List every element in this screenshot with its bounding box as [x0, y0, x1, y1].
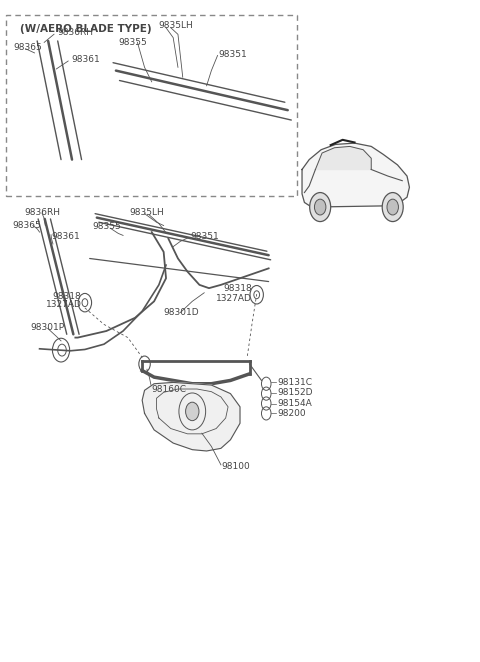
Text: 98351: 98351	[218, 50, 247, 59]
Text: (W/AERO BLADE TYPE): (W/AERO BLADE TYPE)	[21, 24, 152, 34]
FancyBboxPatch shape	[6, 15, 297, 196]
Text: 98318: 98318	[53, 291, 82, 301]
Text: 98365: 98365	[12, 221, 41, 230]
Text: 98355: 98355	[92, 222, 121, 231]
Circle shape	[186, 402, 199, 420]
Text: 98365: 98365	[13, 43, 42, 52]
Text: 98318: 98318	[223, 283, 252, 293]
Polygon shape	[302, 143, 409, 207]
Text: 98355: 98355	[118, 38, 147, 47]
Text: 98152D: 98152D	[277, 389, 313, 397]
Polygon shape	[142, 383, 240, 451]
Circle shape	[387, 199, 398, 215]
Text: 1327AD: 1327AD	[216, 293, 252, 303]
Circle shape	[310, 193, 331, 222]
Text: 98100: 98100	[221, 461, 250, 471]
Text: 98160C: 98160C	[152, 385, 187, 393]
Text: 9835LH: 9835LH	[159, 21, 193, 30]
Text: 98361: 98361	[51, 232, 80, 240]
Polygon shape	[315, 146, 371, 169]
Text: 9836RH: 9836RH	[24, 208, 60, 217]
Text: 98301D: 98301D	[164, 308, 199, 317]
Circle shape	[314, 199, 326, 215]
Text: 98131C: 98131C	[277, 378, 312, 387]
Text: 98200: 98200	[277, 409, 306, 418]
Text: 98301P: 98301P	[30, 323, 64, 332]
Text: 98361: 98361	[72, 55, 100, 64]
Text: 1327AD: 1327AD	[46, 300, 82, 309]
Text: 98154A: 98154A	[277, 399, 312, 408]
Text: 98351: 98351	[190, 232, 219, 240]
Text: 9836RH: 9836RH	[57, 28, 93, 37]
Text: 9835LH: 9835LH	[129, 208, 164, 217]
Circle shape	[382, 193, 403, 222]
